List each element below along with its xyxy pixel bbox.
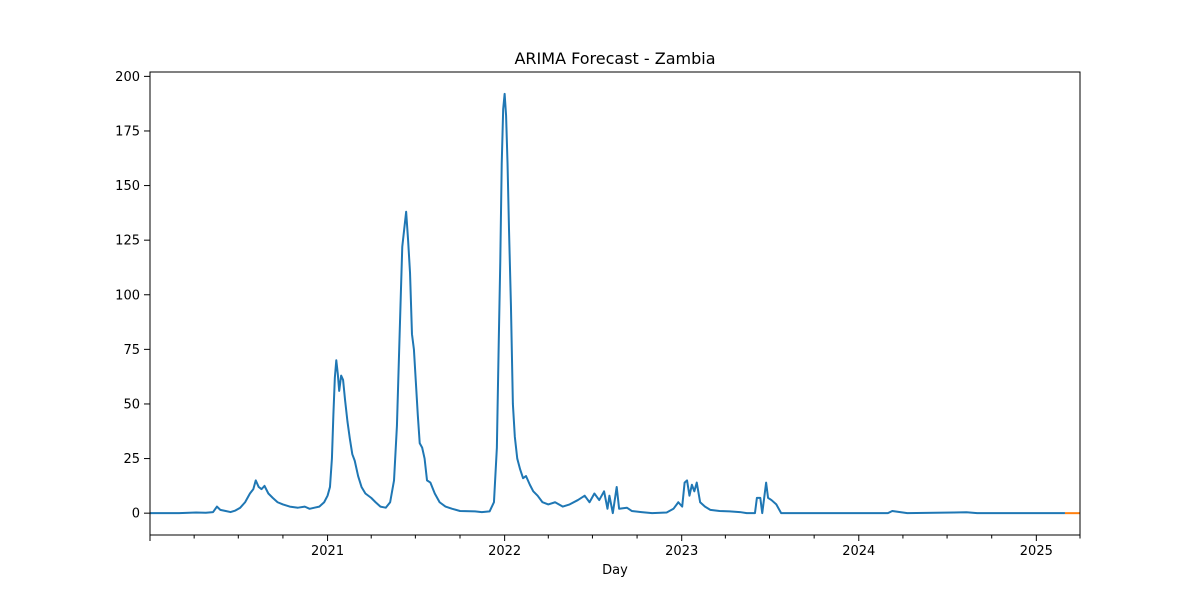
plot-frame xyxy=(149,71,1081,536)
x-axis-label: Day xyxy=(602,563,628,578)
y-tick-label: 75 xyxy=(123,343,140,358)
y-axis: 0 25 50 75 100 125 150 175 200 xyxy=(115,70,150,522)
x-tick-label: 2023 xyxy=(665,544,698,559)
series-layer xyxy=(150,92,1080,515)
y-tick-label: 125 xyxy=(115,234,140,249)
x-axis: 2021 2022 2023 2024 2025 xyxy=(149,535,1081,559)
y-tick-label: 150 xyxy=(115,179,140,194)
history-line xyxy=(150,92,1065,515)
y-tick-label: 200 xyxy=(115,70,140,85)
x-tick-label: 2022 xyxy=(488,544,521,559)
x-tick-label: 2025 xyxy=(1020,544,1053,559)
y-tick-label: 0 xyxy=(132,507,140,522)
y-tick-label: 50 xyxy=(123,397,140,412)
x-tick-label: 2021 xyxy=(311,544,344,559)
chart-title: ARIMA Forecast - Zambia xyxy=(514,49,715,68)
y-tick-label: 100 xyxy=(115,288,140,303)
y-tick-label: 175 xyxy=(115,124,140,139)
y-tick-label: 25 xyxy=(123,452,140,467)
x-tick-label: 2024 xyxy=(842,544,875,559)
